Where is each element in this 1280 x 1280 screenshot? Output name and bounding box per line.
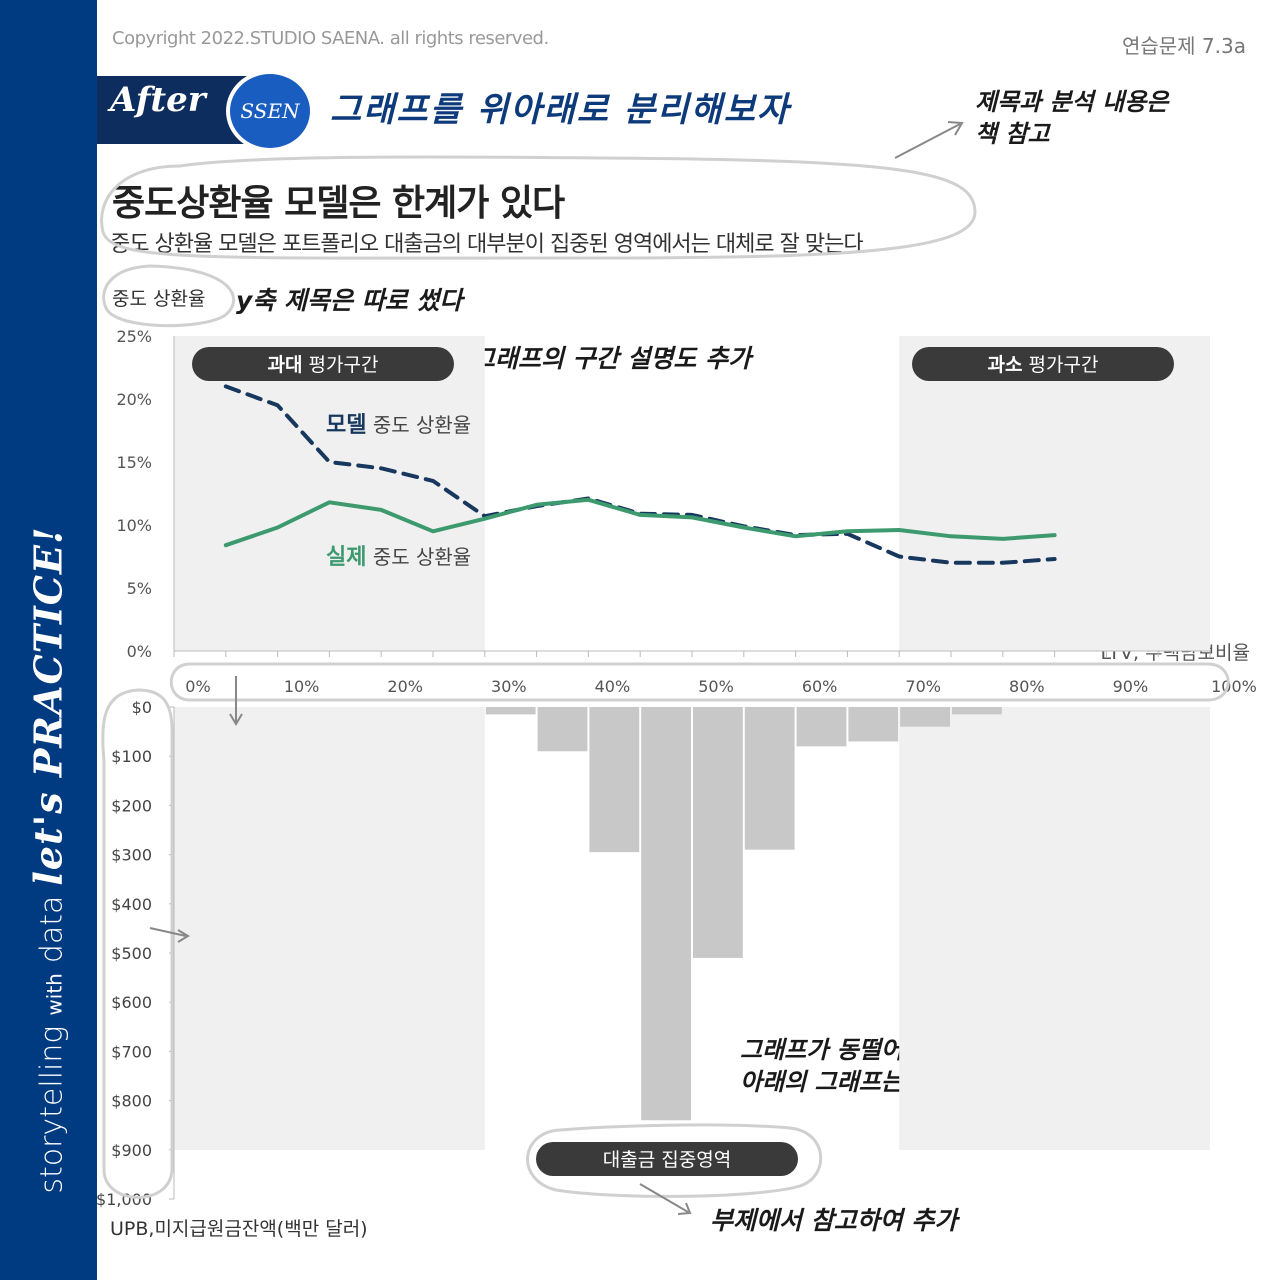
under-pill-label: 과소 평가구간	[988, 354, 1099, 376]
under-pill	[912, 347, 1174, 381]
top-shade-region-0	[174, 336, 485, 651]
note-x-axis: 같은 x축을 사용하므로 하나로 통일	[232, 740, 463, 801]
bottom-y-tick-label: $1,000	[96, 1190, 152, 1209]
top-y-tick-label: 5%	[127, 579, 152, 598]
arrow-y-axis-note	[149, 927, 187, 937]
note-flip: 그래프가 동떨어진 느낌을 최소화 하기 위해 아래의 그래프는 위아래로 뒤집…	[740, 1036, 1180, 1097]
brand-data: data	[34, 895, 70, 964]
bottom-y-tick-label: $300	[111, 846, 152, 865]
exercise-number: 연습문제 7.3a	[1121, 34, 1246, 58]
x-axis-title: LTV, 주택담보비율	[1100, 642, 1250, 664]
brand-practice: let's PRACTICE!	[25, 526, 71, 886]
over-pill-label: 과대 평가구간	[268, 354, 379, 376]
upb-bar	[900, 707, 950, 727]
arrow-title-note-head	[947, 121, 964, 136]
chart-subtitle: 중도 상환율 모델은 포트폴리오 대출금의 대부분이 집중된 영역에서는 대체로…	[110, 232, 864, 257]
bottom-y-tick-label: $600	[111, 993, 152, 1012]
note-gray: 과대/과소 평가 구간은 아래 그래프에서도 회색 구간으로 표시	[946, 420, 1171, 513]
bottom-y-tick-label: $200	[111, 796, 152, 815]
upb-bar	[796, 707, 847, 747]
bottom-y-tick-label: $0	[132, 698, 152, 717]
yaxis-capsule-sketch	[101, 688, 174, 1199]
after-label: After	[110, 80, 206, 120]
x-tick-label: 20%	[387, 677, 423, 696]
arrow-x-axis-note-head	[229, 713, 243, 726]
brand-with: with	[42, 973, 67, 1016]
over-pill	[192, 347, 454, 381]
ssen-label: SSEN	[240, 99, 300, 123]
arrow-title-note	[894, 123, 961, 159]
upb-bar	[589, 707, 640, 853]
top-y-tick-label: 15%	[116, 453, 152, 472]
brand-storytelling: storytelling	[34, 1025, 70, 1194]
note-y-axis: 아래로 내려갈수록 늘어나는 y축 숫자	[194, 926, 381, 987]
x-tick-label: 60%	[802, 677, 838, 696]
note-section: 그래프의 구간 설명도 추가	[472, 344, 752, 373]
ssen-badge: SSEN	[226, 70, 314, 152]
x-tick-label: 80%	[1009, 677, 1045, 696]
bottom-y-tick-label: $500	[111, 944, 152, 963]
upb-bar	[485, 707, 536, 715]
arrow-subtitle-note-head	[677, 1202, 692, 1215]
x-tick-label: 50%	[698, 677, 734, 696]
bottom-y-axis-title: UPB,미지급원금잔액(백만 달러)	[110, 1218, 368, 1240]
x-tick-label: 40%	[595, 677, 631, 696]
upb-bar	[537, 707, 588, 752]
top-y-tick-label: 0%	[127, 642, 152, 661]
concentration-pill	[536, 1142, 798, 1176]
model-series-label: 모델 중도 상환율	[326, 413, 471, 438]
after-banner	[97, 76, 247, 144]
note-title: 제목과 분석 내용은 책 참고	[975, 88, 1169, 149]
bottom-y-tick-label: $400	[111, 895, 152, 914]
arrow-subtitle-note	[639, 1183, 689, 1213]
x-tick-label: 70%	[905, 677, 941, 696]
bottom-y-tick-label: $100	[111, 747, 152, 766]
top-y-tick-label: 10%	[116, 516, 152, 535]
model-series-line	[223, 384, 1057, 565]
x-tick-label: 90%	[1113, 677, 1149, 696]
x-tick-label: 10%	[284, 677, 320, 696]
bottom-y-tick-label: $800	[111, 1092, 152, 1111]
bottom-y-tick-label: $900	[111, 1141, 152, 1160]
note-y-title: y축 제목은 따로 썼다	[236, 286, 463, 315]
page-headline: 그래프를 위아래로 분리해보자	[330, 90, 791, 130]
upb-bar	[693, 707, 743, 958]
x-tick-label: 100%	[1211, 677, 1257, 696]
arrow-y-axis-note-head	[177, 929, 190, 943]
actual-series-label: 실제 중도 상환율	[326, 545, 471, 570]
upb-bar	[848, 707, 899, 742]
note-subtitle: 부제에서 참고하여 추가	[710, 1206, 958, 1235]
top-y-axis-title: 중도 상환율	[112, 288, 206, 310]
upb-bar	[952, 707, 1002, 715]
upb-bar	[744, 707, 795, 850]
chart-title: 중도상환율 모델은 한계가 있다	[112, 183, 565, 224]
upb-bar	[641, 707, 691, 1121]
top-y-tick-label: 25%	[116, 327, 152, 346]
top-y-tick-label: 20%	[116, 390, 152, 409]
concentration-circle-sketch	[526, 1123, 823, 1198]
copyright-text: Copyright 2022.STUDIO SAENA. all rights …	[112, 28, 549, 49]
x-tick-label: 30%	[491, 677, 527, 696]
sidebar	[0, 0, 97, 1280]
concentration-pill-label: 대출금 집중영역	[603, 1149, 731, 1171]
x-tick-label: 0%	[185, 677, 210, 696]
actual-series-line	[223, 497, 1057, 548]
bottom-y-tick-label: $700	[111, 1042, 152, 1061]
xaxis-capsule-sketch	[169, 662, 1230, 702]
